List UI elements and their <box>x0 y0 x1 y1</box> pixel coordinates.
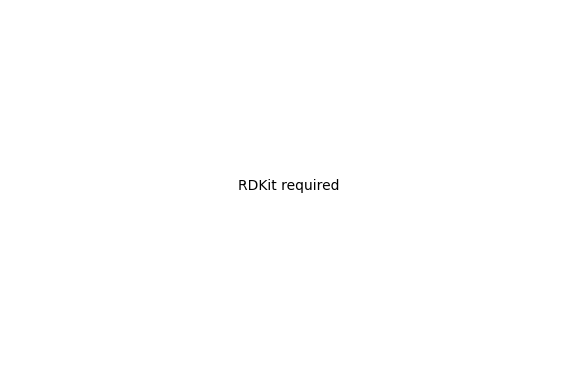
Text: RDKit required: RDKit required <box>239 179 340 193</box>
